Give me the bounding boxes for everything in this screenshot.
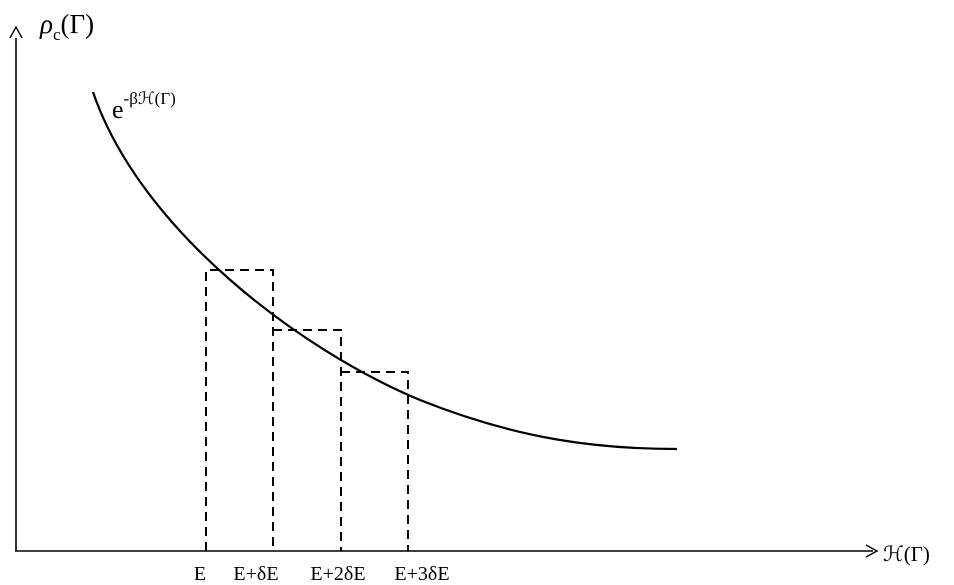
tick-label-e-plus-3de: E+3δE (394, 563, 449, 585)
curve-label-exponent: -βℋ(Γ) (124, 89, 176, 108)
y-axis-label-main: ρ (39, 9, 53, 39)
exponential-curve (91, 91, 678, 451)
tick-label-e: E (194, 563, 206, 585)
curve-label: e-βℋ(Γ) (112, 89, 176, 124)
x-axis-arrowhead (865, 544, 879, 558)
energy-shell-1 (205, 269, 274, 551)
y-axis-label: ρc(Γ) (39, 9, 94, 44)
energy-shell-3 (341, 371, 409, 551)
energy-shells (205, 269, 409, 551)
tick-label-e-plus-2de: E+2δE (310, 563, 365, 585)
y-axis-label-argument: (Γ) (61, 9, 95, 39)
tick-label-e-plus-de: E+δE (233, 563, 278, 585)
y-axis-arrowhead (9, 25, 23, 39)
tick-labels: E E+δE E+2δE E+3δE (194, 563, 450, 585)
curve-label-base: e (112, 95, 124, 124)
x-axis-label: ℋ(Γ) (883, 542, 930, 566)
y-axis-label-subscript: c (53, 25, 61, 44)
energy-shell-2 (273, 329, 342, 551)
